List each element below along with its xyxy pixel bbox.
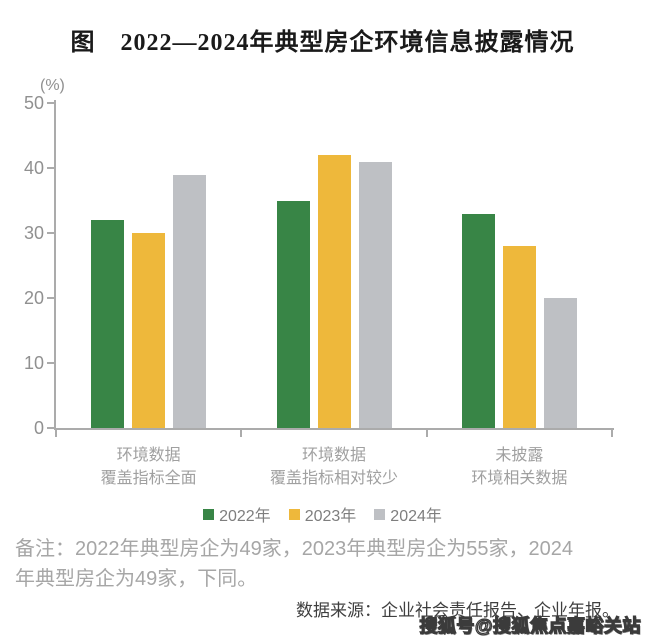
y-tick-label: 50 — [23, 93, 44, 113]
y-tick-label: 10 — [23, 353, 44, 373]
x-axis-tick — [611, 428, 613, 437]
note-text: 备注：2022年典型房企为49家，2023年典型房企为55家，2024 年典型房… — [15, 538, 573, 590]
y-axis-tick — [47, 232, 55, 234]
legend-item-1: 2022年 — [203, 502, 271, 526]
y-axis-tick — [47, 362, 55, 364]
y-axis-tick — [47, 167, 55, 169]
legend-swatch-icon — [288, 508, 300, 520]
y-axis-tick — [47, 427, 55, 429]
x-axis-line — [54, 428, 614, 430]
watermark-text: 搜狐号@搜狐焦点嘉峪关站 — [419, 615, 641, 636]
y-tick-label: 30 — [23, 223, 44, 243]
bar-series1-group2 — [276, 200, 310, 428]
source-text: 数据来源：企业社会责任报告、企业年报。 — [296, 601, 619, 620]
legend-label: 2022年 — [219, 508, 271, 525]
category-label-group2: 环境数据 覆盖指标相对较少 — [269, 447, 398, 487]
chart-legend: 2022年 2023年 2024年 — [0, 502, 645, 526]
bar-series3-group2 — [358, 161, 392, 428]
bar-series2-group2 — [317, 155, 351, 428]
legend-label: 2023年 — [304, 508, 357, 525]
legend-item-2: 2023年 — [288, 502, 357, 526]
legend-swatch-icon — [374, 508, 386, 520]
category-label-group1: 环境数据 覆盖指标全面 — [100, 447, 197, 487]
y-axis-tick — [47, 297, 55, 299]
chart-title: 图 2022—2024年典型房企环境信息披露情况 — [70, 30, 575, 56]
y-tick-label: 0 — [33, 418, 44, 438]
y-axis-unit-label: (%) — [40, 77, 65, 94]
bar-series1-group1 — [91, 220, 125, 428]
legend-item-3: 2024年 — [374, 502, 442, 526]
bar-series2-group3 — [502, 246, 536, 428]
x-axis-tick — [240, 428, 243, 437]
legend-label: 2024年 — [390, 508, 442, 525]
y-tick-label: 20 — [23, 288, 44, 308]
y-axis-tick — [47, 102, 55, 104]
x-axis-tick — [425, 428, 428, 437]
legend-swatch-icon — [203, 508, 215, 520]
bar-series3-group3 — [543, 298, 577, 428]
y-tick-label: 40 — [23, 158, 44, 178]
category-label-group3: 未披露 环境相关数据 — [471, 447, 568, 487]
x-axis-tick — [55, 428, 57, 437]
bar-series3-group1 — [173, 174, 207, 428]
bar-series2-group1 — [132, 233, 166, 428]
y-axis-line — [54, 100, 56, 430]
bar-series1-group3 — [461, 213, 495, 428]
